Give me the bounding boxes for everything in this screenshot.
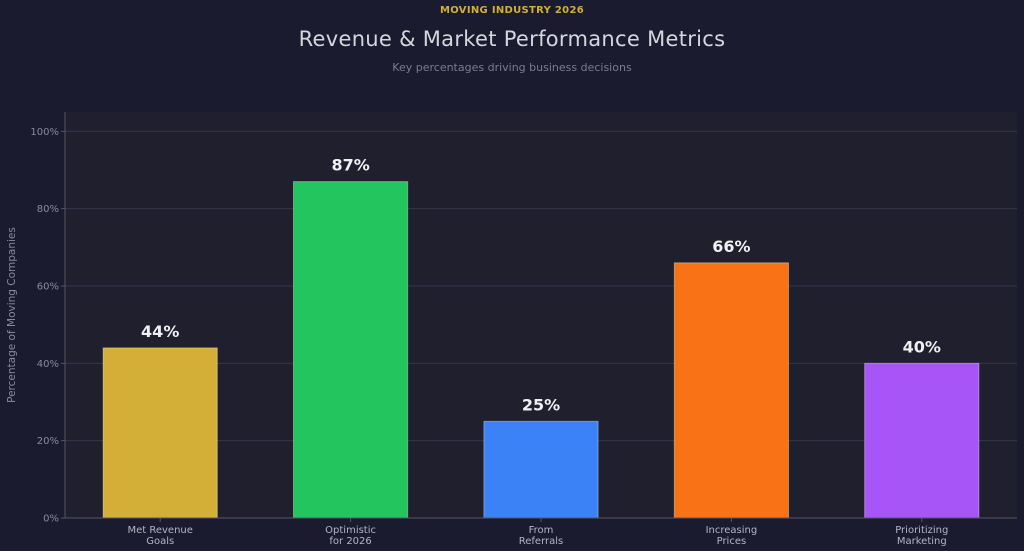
y-tick-label: 80% (37, 204, 59, 215)
y-tick-label: 60% (37, 282, 59, 293)
bar (292, 181, 409, 519)
x-category-label: From (529, 525, 554, 536)
y-tick-label: 100% (30, 127, 59, 138)
bar (483, 420, 599, 519)
bar-value-label: 44% (141, 322, 179, 341)
chart-title: Revenue & Market Performance Metrics (298, 27, 726, 51)
value-labels: 44% 87% 25% 66% 40% (141, 156, 941, 415)
x-category-label: Met Revenue (127, 525, 192, 536)
bar (864, 362, 980, 519)
bar-value-label: 87% (331, 156, 369, 175)
x-category-label: Referrals (519, 536, 564, 547)
y-tick-label: 40% (37, 359, 59, 370)
y-axis-label: Percentage of Moving Companies (6, 227, 18, 403)
eyebrow-label: MOVING INDUSTRY 2026 (440, 5, 584, 16)
bar-value-label: 66% (712, 237, 750, 256)
x-category-label: Increasing (706, 525, 758, 536)
x-category-label: Prioritizing (895, 525, 948, 536)
bar-value-label: 25% (522, 395, 560, 414)
bars-group (102, 181, 980, 519)
bar-value-label: 40% (903, 337, 941, 356)
x-category-label: Prices (717, 536, 747, 547)
x-category-label: Optimistic (325, 525, 376, 536)
bar (102, 347, 218, 519)
x-category-label: Goals (146, 536, 174, 547)
chart-subtitle: Key percentages driving business decisio… (392, 61, 632, 74)
x-category-label: for 2026 (329, 536, 371, 547)
y-tick-label: 20% (37, 436, 59, 447)
y-axis-ticks: 0% 20% 40% 60% 80% 100% (30, 127, 65, 525)
y-tick-label: 0% (43, 514, 59, 525)
bar (673, 262, 790, 519)
x-category-label: Marketing (897, 536, 947, 547)
